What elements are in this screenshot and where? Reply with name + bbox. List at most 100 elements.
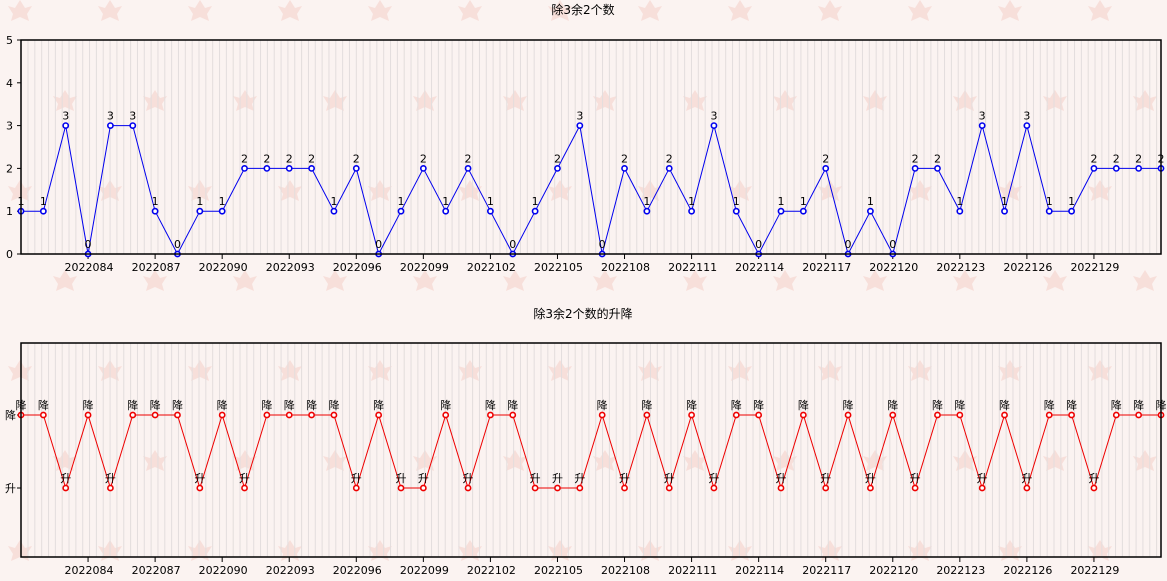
- leaf-mark: [1043, 90, 1067, 111]
- data-point: [978, 484, 986, 492]
- leaf-mark: [323, 90, 347, 111]
- data-label: 升: [977, 472, 988, 485]
- data-label: 降: [1066, 398, 1077, 412]
- data-point: [822, 164, 830, 172]
- data-point: [442, 411, 450, 419]
- leaf-mark: [728, 0, 752, 21]
- data-label: 1: [1068, 195, 1075, 208]
- data-label: 1: [40, 195, 47, 208]
- data-label: 1: [398, 195, 405, 208]
- data-label: 升: [664, 472, 675, 485]
- leaf-mark: [908, 540, 932, 561]
- data-label: 升: [708, 472, 719, 485]
- leaf-mark: [1133, 450, 1157, 471]
- data-label: 降: [731, 398, 742, 412]
- data-label: 降: [38, 398, 49, 412]
- x-axis-ticks: 2022084 2022087 2022090 2022093 2022096 20220…: [65, 254, 1119, 274]
- data-point: [241, 164, 248, 172]
- chart-title: 除3余2个数: [551, 2, 614, 17]
- x-tick-label: 2022105: [534, 261, 583, 274]
- data-point: [1001, 207, 1008, 215]
- y-tick-label: 1: [6, 205, 13, 218]
- leaf-mark: [458, 0, 482, 21]
- leaf-mark: [323, 450, 347, 471]
- leaf-mark: [368, 360, 392, 381]
- leaf-mark: [908, 0, 932, 21]
- data-label: 降: [798, 398, 809, 412]
- leaf-mark: [458, 180, 482, 201]
- data-label: 升: [418, 472, 429, 485]
- data-label: 升: [1021, 472, 1032, 485]
- leaf-mark: [683, 450, 707, 471]
- data-point: [576, 484, 584, 492]
- leaf-mark: [683, 90, 707, 111]
- data-label: 升: [820, 472, 831, 485]
- data-point: [39, 207, 47, 215]
- x-tick-label: 2022108: [601, 564, 650, 577]
- data-label: 升: [463, 472, 474, 485]
- data-point: [352, 484, 360, 492]
- leaf-mark: [278, 360, 302, 381]
- x-tick-label: 2022120: [869, 564, 918, 577]
- data-label: 降: [328, 398, 339, 412]
- leaf-mark: [548, 0, 572, 21]
- leaf-mark: [188, 0, 212, 21]
- data-point: [62, 122, 70, 129]
- data-label: 降: [954, 398, 965, 412]
- leaf-mark: [98, 0, 122, 21]
- data-label: 1: [956, 195, 963, 208]
- leaf-mark: [503, 270, 527, 291]
- data-point: [174, 411, 181, 419]
- rise-fall-chart: 除3余2个数的升降 升降 2022084 2022087 2022090 202209…: [5, 306, 1167, 577]
- data-label: 降: [1044, 398, 1055, 412]
- leaf-mark: [998, 540, 1022, 561]
- data-point: [956, 411, 964, 419]
- data-label: 升: [865, 472, 876, 485]
- x-tick-label: 2022123: [936, 261, 985, 274]
- data-label: 升: [1088, 472, 1099, 485]
- data-point: [889, 411, 897, 419]
- leaf-mark: [233, 270, 257, 291]
- data-point: [308, 164, 315, 172]
- data-point: [397, 484, 405, 492]
- data-point: [442, 207, 450, 215]
- x-tick-label: 2022102: [467, 261, 516, 274]
- x-tick-label: 2022114: [735, 564, 784, 577]
- data-point: [576, 122, 584, 129]
- y-tick-label: 降: [5, 408, 16, 422]
- data-point: [1068, 411, 1075, 419]
- leaf-mark: [143, 90, 167, 111]
- data-label: 2: [822, 152, 829, 165]
- y-tick-label: 3: [6, 120, 13, 133]
- data-label: 1: [733, 195, 740, 208]
- data-label: 0: [509, 238, 516, 251]
- data-label: 降: [686, 398, 697, 412]
- data-point: [151, 411, 159, 419]
- data-point: [755, 411, 763, 419]
- data-point: [710, 484, 718, 492]
- y-tick-label: 5: [6, 34, 13, 47]
- data-point: [39, 411, 47, 419]
- y-tick-label: 升: [5, 482, 16, 495]
- data-label: 降: [1111, 398, 1122, 412]
- leaf-mark: [278, 180, 302, 201]
- x-tick-label: 2022111: [668, 564, 717, 577]
- data-label: 降: [127, 398, 138, 412]
- x-tick-label: 2022120: [869, 261, 918, 274]
- data-label: 3: [1023, 110, 1030, 123]
- leaf-mark: [413, 270, 437, 291]
- data-point: [844, 411, 852, 419]
- leaf-mark: [773, 270, 797, 291]
- data-point: [1023, 484, 1031, 492]
- data-point: [822, 484, 830, 492]
- x-tick-label: 2022111: [668, 261, 717, 274]
- data-label: 升: [552, 472, 563, 485]
- leaf-mark: [863, 270, 887, 291]
- data-label: 1: [643, 195, 650, 208]
- leaf-mark: [233, 90, 257, 111]
- x-tick-label: 2022117: [802, 261, 851, 274]
- data-label: 降: [932, 398, 943, 412]
- x-tick-label: 2022108: [601, 261, 650, 274]
- data-label: 3: [62, 110, 69, 123]
